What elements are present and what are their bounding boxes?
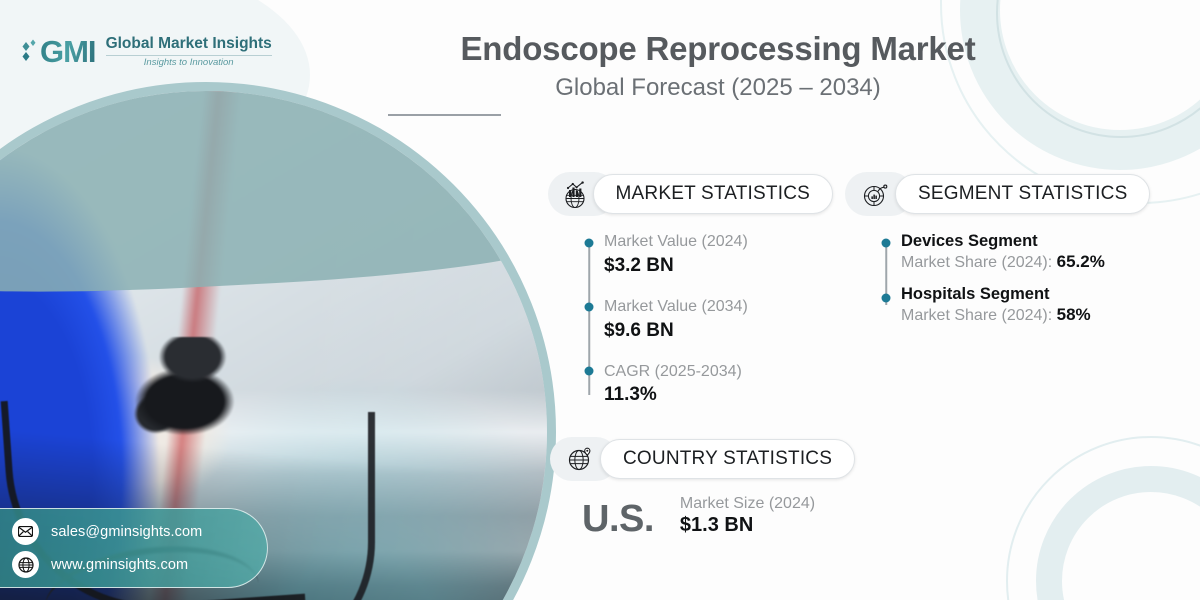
globe-icon xyxy=(12,551,39,578)
segment-statistics-heading-pill: SEGMENT STATISTICS xyxy=(895,174,1151,214)
brand-logo[interactable]: GMI Global Market Insights Insights to I… xyxy=(20,34,272,70)
timeline-dot xyxy=(881,238,891,248)
market-statistics-heading: MARKET STATISTICS xyxy=(615,183,810,204)
list-item: CAGR (2025-2034) 11.3% xyxy=(604,362,833,407)
segment-statistics-panel: SEGMENT STATISTICS Devices Segment Marke… xyxy=(845,172,1165,325)
gmi-logo-mark: GMI xyxy=(20,34,97,70)
country-statistics-header: COUNTRY STATISTICS xyxy=(550,437,890,481)
contact-website: www.gminsights.com xyxy=(51,556,189,573)
market-statistics-header: MARKET STATISTICS xyxy=(548,172,833,216)
globe-pin-icon xyxy=(550,445,610,473)
segment-share: Market Share (2024): 65.2% xyxy=(901,252,1165,272)
country-statistics-body: U.S. Market Size (2024) $1.3 BN xyxy=(550,495,890,538)
page-header: Endoscope Reprocessing Market Global For… xyxy=(388,30,1048,116)
market-statistics-items: Market Value (2024) $3.2 BN Market Value… xyxy=(604,232,833,406)
country-label: Market Size (2024) xyxy=(679,495,816,512)
brand-tagline: Insights to Innovation xyxy=(143,57,234,69)
brand-divider xyxy=(105,55,272,57)
list-item: Devices Segment Market Share (2024): 65.… xyxy=(901,232,1165,272)
page-subtitle: Global Forecast (2025 – 2034) xyxy=(555,73,881,101)
country-statistics-heading-pill: COUNTRY STATISTICS xyxy=(600,439,856,479)
timeline-dot xyxy=(584,366,594,376)
segment-share-value: 58% xyxy=(1056,305,1091,324)
endoscope-cable-secondary xyxy=(165,411,376,600)
list-item: Hospitals Segment Market Share (2024): 5… xyxy=(901,285,1165,325)
list-item: Market Value (2034) $9.6 BN xyxy=(604,297,833,342)
market-statistics-heading-pill: MARKET STATISTICS xyxy=(592,174,833,214)
brand-logo-text: Global Market Insights Insights to Innov… xyxy=(104,34,272,69)
timeline-line xyxy=(588,243,590,396)
stat-value: $3.2 BN xyxy=(604,254,674,276)
timeline-dot xyxy=(584,238,594,248)
country-code: U.S. xyxy=(582,498,654,540)
stat-value: 11.3% xyxy=(604,384,657,406)
country-statistics-panel: COUNTRY STATISTICS U.S. Market Size (202… xyxy=(550,437,890,538)
contact-website-row[interactable]: www.gminsights.com xyxy=(12,551,267,578)
country-market-size: Market Size (2024) $1.3 BN xyxy=(680,495,815,538)
segment-share-label: Market Share (2024): xyxy=(901,307,1057,324)
envelope-icon xyxy=(12,518,39,545)
list-item: Market Value (2024) $3.2 BN xyxy=(604,232,833,277)
globe-bar-chart-icon xyxy=(548,179,603,209)
segment-statistics-header: SEGMENT STATISTICS xyxy=(845,172,1165,216)
timeline-rail xyxy=(871,232,901,325)
contact-email: sales@gminsights.com xyxy=(51,523,203,540)
brand-name: Global Market Insights xyxy=(105,34,272,52)
market-statistics-panel: MARKET STATISTICS Market Value (2024) $3… xyxy=(548,172,833,406)
timeline-dot xyxy=(584,302,594,312)
decorative-ring-outline-bottom-right xyxy=(1006,436,1200,600)
timeline-dot xyxy=(881,293,891,303)
stat-label: Market Value (2034) xyxy=(604,297,748,315)
decorative-ring-bottom-right xyxy=(1036,466,1200,600)
gmi-logo-text: GMI xyxy=(40,34,97,69)
segment-statistics-items: Devices Segment Market Share (2024): 65.… xyxy=(901,232,1165,325)
contact-bar: sales@gminsights.com www.gminsights.com xyxy=(0,508,268,588)
stat-label: CAGR (2025-2034) xyxy=(604,362,742,380)
segment-share: Market Share (2024): 58% xyxy=(901,305,1165,325)
market-statistics-timeline: Market Value (2024) $3.2 BN Market Value… xyxy=(548,232,833,406)
timeline-rail xyxy=(574,232,604,406)
country-value: $1.3 BN xyxy=(679,514,754,536)
endoscope-handle xyxy=(124,336,257,461)
page-title: Endoscope Reprocessing Market xyxy=(460,30,976,67)
pie-chart-target-icon xyxy=(845,179,905,209)
timeline-line xyxy=(885,243,887,305)
title-underline xyxy=(388,113,501,116)
segment-share-value: 65.2% xyxy=(1056,252,1105,271)
contact-email-row[interactable]: sales@gminsights.com xyxy=(12,518,267,545)
segment-share-label: Market Share (2024): xyxy=(901,254,1057,271)
segment-title: Hospitals Segment xyxy=(901,285,1050,303)
segment-statistics-timeline: Devices Segment Market Share (2024): 65.… xyxy=(845,232,1165,325)
segment-title: Devices Segment xyxy=(901,232,1038,250)
stat-label: Market Value (2024) xyxy=(604,233,748,250)
segment-statistics-heading: SEGMENT STATISTICS xyxy=(918,183,1128,204)
country-statistics-heading: COUNTRY STATISTICS xyxy=(623,448,833,469)
stat-value: $9.6 BN xyxy=(604,319,674,341)
